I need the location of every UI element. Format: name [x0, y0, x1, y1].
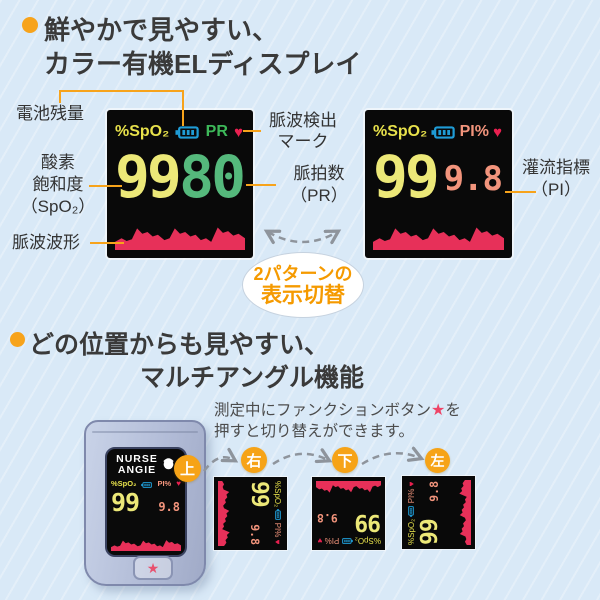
section1-title-line1: 鮮やかで見やすい、	[44, 15, 279, 45]
pi-label: PI%	[407, 488, 416, 504]
nurse-logo-icon	[161, 455, 176, 475]
pulse-waveform-icon	[111, 538, 181, 551]
bullet-icon	[10, 332, 25, 347]
spo2-value: 99	[246, 481, 272, 507]
angle-badge-up: 上	[174, 455, 201, 482]
pulse-waveform-icon	[115, 223, 245, 250]
section1-title-line2: カラー有機ELディスプレイ	[44, 49, 362, 79]
bullet-icon	[22, 17, 38, 33]
battery-icon	[407, 505, 414, 517]
battery-icon	[431, 125, 456, 139]
battery-icon	[175, 125, 200, 139]
label-oxygen-saturation: 酸素 飽和度 （SpO₂）	[20, 153, 96, 216]
battery-icon	[341, 538, 353, 545]
pulse-waveform-icon	[316, 481, 381, 495]
oled-display-pi-mode: %SpO₂ PI% ♥ 99 9.8	[365, 110, 512, 258]
battery-icon	[275, 509, 282, 521]
spo2-label: %SpO₂	[111, 479, 137, 488]
oled-display-rotated-left: %SpO₂ PI% ♥ 99 9.8	[402, 476, 475, 549]
angle-badge-left: 左	[425, 448, 450, 473]
heart-icon: ♥	[317, 536, 323, 545]
section2-title-line1: どの位置からも見やすい、	[29, 331, 330, 359]
brand-name: NURSE ANGIE	[116, 453, 158, 476]
pi-label: PI%	[459, 123, 489, 140]
pi-value: 9.8	[158, 500, 180, 514]
label-pulse-waveform: 脈波波形	[12, 233, 80, 252]
function-button-note-line1: 測定中にファンクションボタン★を	[214, 402, 461, 419]
angle-badge-down: 下	[332, 447, 358, 473]
spo2-value: 99	[417, 519, 443, 545]
pi-label: PI%	[273, 522, 282, 538]
spo2-label: %SpO₂	[273, 481, 282, 508]
pi-value: 9.8	[248, 524, 263, 545]
function-button: ★	[133, 556, 173, 580]
pi-value: 9.8	[443, 159, 503, 199]
battery-icon	[141, 481, 153, 488]
spo2-label: %SpO₂	[373, 123, 428, 140]
heart-icon: ♥	[273, 539, 282, 545]
display-switch-callout: 2パターンの 表示切替	[242, 252, 364, 318]
oled-display-rotated-down: %SpO₂ PI% ♥ 99 9.8	[312, 477, 385, 550]
label-perfusion-index: 灌流指標 （PI）	[522, 158, 590, 199]
pi-value: 9.8	[317, 511, 338, 526]
device-seam	[92, 431, 198, 433]
pulse-waveform-icon	[373, 223, 504, 250]
star-icon: ★	[146, 560, 160, 576]
function-button-note-line2: 押すと切り替えができます。	[214, 423, 414, 440]
pulse-waveform-icon	[218, 481, 232, 546]
star-icon: ★	[431, 402, 446, 419]
spo2-value: 99	[111, 488, 140, 517]
pr-label: PR	[205, 123, 228, 140]
spo2-label: %SpO₂	[354, 536, 381, 545]
oled-display-pr-mode: %SpO₂ PR ♥ 99 80	[107, 110, 253, 258]
pi-value: 9.8	[426, 481, 441, 502]
pulse-waveform-icon	[457, 480, 471, 545]
spo2-label: %SpO₂	[115, 123, 170, 140]
label-pulse-detect-mark: 脈波検出 マーク	[269, 111, 337, 151]
label-battery-level: 電池残量	[16, 104, 84, 123]
heart-icon: ♥	[176, 479, 181, 488]
angle-badge-right: 右	[241, 447, 267, 473]
spo2-label: %SpO₂	[407, 518, 416, 545]
spo2-value: 99	[373, 143, 440, 211]
heart-icon: ♥	[407, 481, 416, 487]
spo2-value: 99	[355, 509, 381, 535]
oled-display-rotated-right: %SpO₂ PI% ♥ 99 9.8	[214, 477, 287, 550]
device-screen: NURSE ANGIE %SpO₂ PI% ♥ 99 9.8	[105, 447, 187, 557]
pi-label: PI%	[157, 479, 172, 488]
section2-title-line2: マルチアングル機能	[140, 364, 365, 392]
spo2-value: 99	[115, 143, 182, 211]
pi-label: PI%	[324, 536, 340, 545]
pr-value: 80	[179, 143, 246, 211]
label-pulse-rate: 脈拍数 （PR）	[290, 164, 348, 205]
heart-icon: ♥	[234, 123, 243, 141]
heart-icon: ♥	[493, 123, 502, 141]
pulse-oximeter-device: NURSE ANGIE %SpO₂ PI% ♥ 99 9.8	[84, 420, 206, 586]
